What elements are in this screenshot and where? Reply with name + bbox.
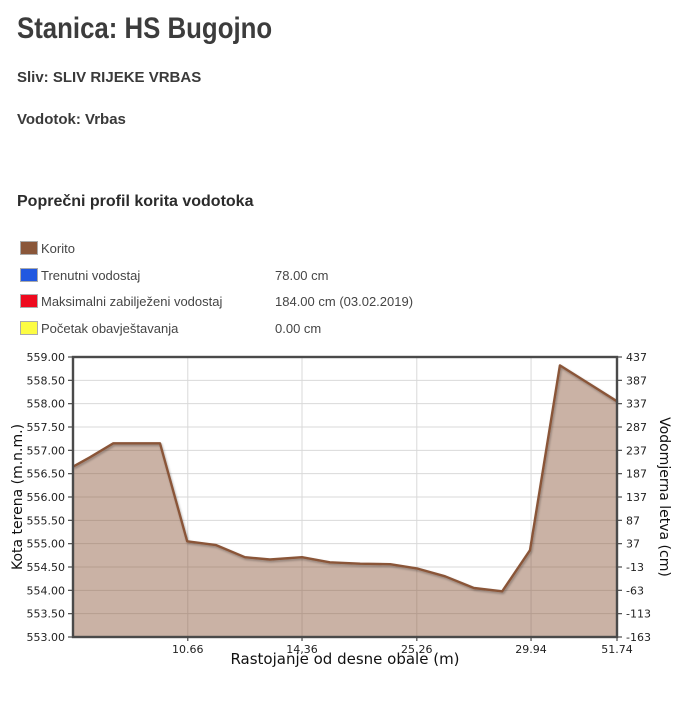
y-right-tick-label: 237 (626, 444, 647, 457)
y-left-tick-label: 559.00 (27, 351, 66, 364)
y-left-tick-label: 557.00 (27, 444, 66, 457)
y-right-tick-label: 387 (626, 374, 647, 387)
y-left-tick-label: 557.50 (27, 421, 66, 434)
x-tick-label: 25.26 (401, 643, 433, 656)
basin-label: Sliv: SLIV RIJEKE VRBAS (17, 69, 202, 86)
legend-label: Trenutni vodostaj (41, 268, 141, 283)
x-tick-label: 10.66 (172, 643, 204, 656)
page-title: Stanica: HS Bugojno (17, 12, 273, 45)
legend-label: Maksimalni zabilježeni vodostaj (41, 294, 223, 309)
y-left-tick-label: 554.00 (27, 584, 66, 597)
korito-swatch-icon (20, 241, 38, 255)
trenutni-swatch-icon (20, 268, 38, 282)
y-right-tick-label: 337 (626, 398, 647, 411)
x-tick-label: 51.74 (601, 643, 633, 656)
y-right-tick-label: -163 (626, 631, 651, 644)
y-right-tick-label: -63 (626, 584, 644, 597)
y-right-tick-label: 287 (626, 421, 647, 434)
y-left-tick-label: 555.00 (27, 538, 66, 551)
y-right-tick-label: -13 (626, 561, 644, 574)
y-left-tick-label: 555.50 (27, 514, 66, 527)
y-right-tick-label: 137 (626, 491, 647, 504)
pocetak-swatch-icon (20, 321, 38, 335)
y-left-tick-label: 553.50 (27, 608, 66, 621)
y-left-tick-label: 558.00 (27, 398, 66, 411)
legend-value: 184.00 cm (03.02.2019) (275, 294, 414, 309)
legend-label: Korito (41, 241, 75, 256)
y-left-tick-label: 556.00 (27, 491, 66, 504)
y-right-tick-label: 437 (626, 351, 647, 364)
x-tick-label: 29.94 (515, 643, 547, 656)
y-left-tick-label: 558.50 (27, 374, 66, 387)
terrain-area (73, 365, 617, 637)
section-heading: Poprečni profil korita vodotoka (17, 193, 254, 210)
maksimalni-swatch-icon (20, 294, 38, 308)
y-right-tick-label: -113 (626, 608, 651, 621)
y-right-axis-title: Vodomjerna letva (cm) (656, 417, 672, 577)
x-tick-label: 14,36 (286, 643, 318, 656)
legend-label: Početak obavještavanja (41, 321, 179, 336)
y-right-tick-label: 37 (626, 538, 640, 551)
watercourse-label: Vodotok: Vrbas (17, 111, 126, 128)
y-left-tick-label: 554.50 (27, 561, 66, 574)
y-left-tick-label: 553.00 (27, 631, 66, 644)
y-left-tick-label: 556.50 (27, 468, 66, 481)
y-right-tick-label: 187 (626, 468, 647, 481)
y-left-axis-title: Kota terena (m.n.m.) (10, 424, 26, 570)
cross-section-profile-chart: 559.00 437 558.50 387 558.00 337 557.50 287 557.… (10, 351, 672, 668)
y-right-tick-label: 87 (626, 514, 640, 527)
terrain-line (72, 364, 618, 593)
legend-value: 78.00 cm (275, 268, 329, 283)
x-axis-title: Rastojanje od desne obale (m) (230, 650, 459, 668)
legend-value: 0.00 cm (275, 321, 322, 336)
